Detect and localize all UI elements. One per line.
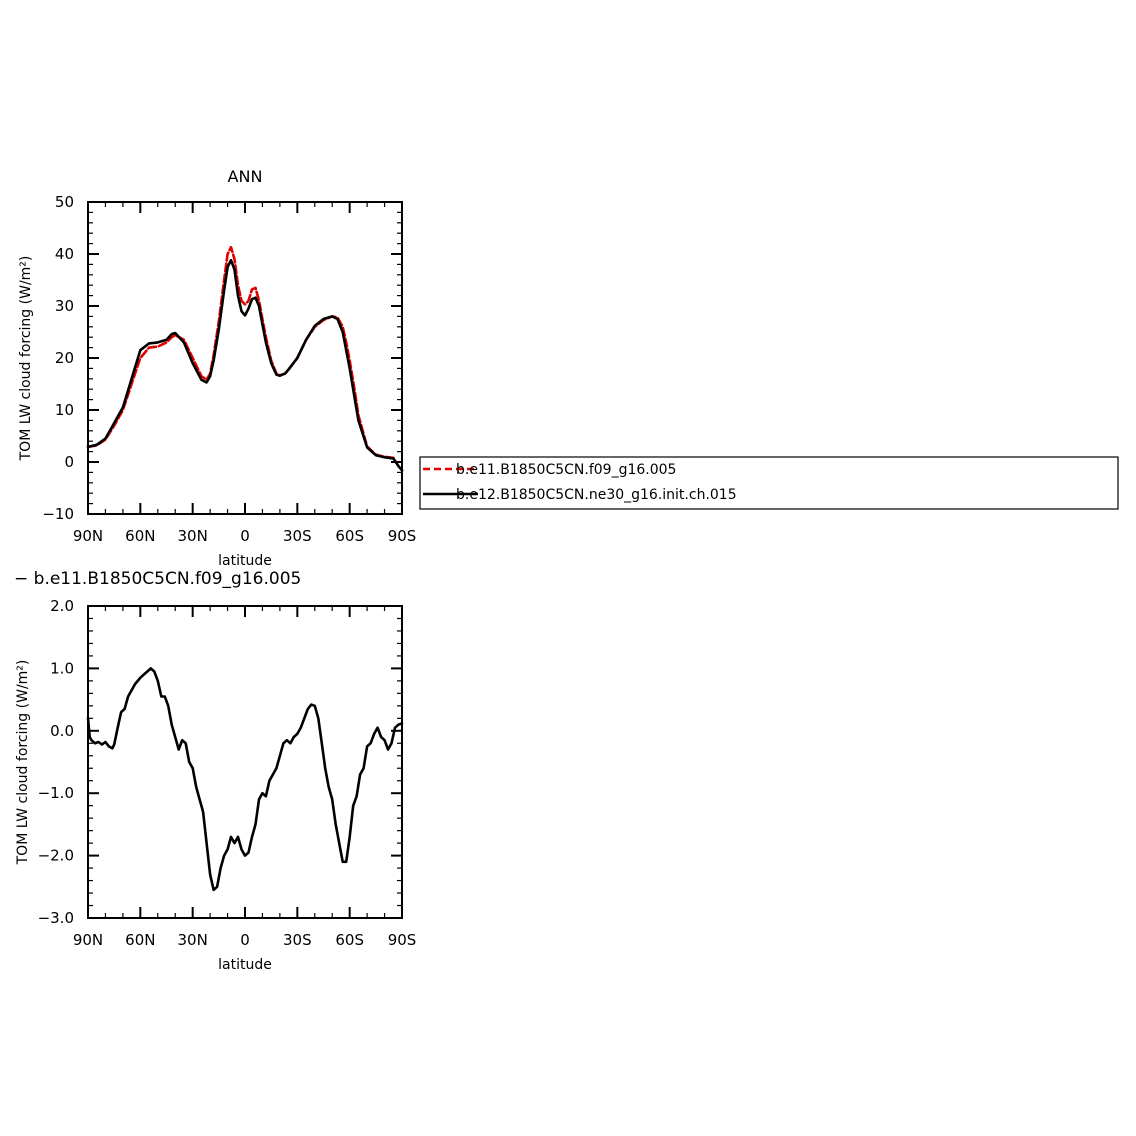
top-panel-x-axis: 90N 60N 30N 0 30S 60S 90S [73,202,416,545]
legend-box [419,456,1119,510]
top-panel-x-label: latitude [218,553,272,569]
top-panel-frame [87,201,403,515]
top-panel-title: ANN [228,167,263,186]
bottom-panel-series [86,667,404,892]
legend: b.e11.B1850C5CN.f09_g16.005 b.e12.B1850C… [419,456,1119,510]
top-x-tick-label: 60N [125,527,155,545]
bottom-x-tick-label: 0 [240,931,250,949]
legend-label-1: b.e12.B1850C5CN.ne30_g16.init.ch.015 [456,487,737,503]
top-y-tick-label: 30 [55,297,74,315]
top-panel: ANN 50 40 30 20 10 0 −10 90N 60N 30N 0 30S 60S 90S l… [18,167,416,569]
bottom-x-tick-label: 30S [283,931,312,949]
bottom-y-tick-label: 2.0 [50,597,74,615]
bottom-x-tick-label: 90S [388,931,417,949]
top-y-tick-label: 10 [55,401,74,419]
top-panel-y-label: TOM LW cloud forcing (W/m²) [18,256,34,462]
top-x-tick-label: 90N [73,527,103,545]
bottom-y-tick-label: −1.0 [38,784,74,802]
top-y-tick-label: −10 [42,505,74,523]
bottom-panel-frame [87,605,403,919]
bottom-panel-x-label: latitude [218,957,272,973]
top-y-tick-label: 20 [55,349,74,367]
bottom-panel-title: − b.e11.B1850C5CN.f09_g16.005 [14,569,301,589]
bottom-y-tick-label: 0.0 [50,722,74,740]
bottom-series-line-0 [86,667,404,892]
bottom-y-tick-label: −3.0 [38,909,74,927]
bottom-panel: − b.e11.B1850C5CN.f09_g16.005 2.0 1.0 0.0 −… [14,569,416,973]
top-x-tick-label: 30S [283,527,312,545]
top-x-tick-label: 30N [178,527,208,545]
bottom-x-tick-label: 90N [73,931,103,949]
top-x-tick-label: 60S [335,527,364,545]
top-panel-series [86,245,404,472]
bottom-y-tick-label: 1.0 [50,659,74,677]
bottom-y-tick-label: −2.0 [38,847,74,865]
bottom-panel-y-label: TOM LW cloud forcing (W/m²) [15,660,31,866]
bottom-x-tick-label: 30N [178,931,208,949]
legend-label-0: b.e11.B1850C5CN.f09_g16.005 [456,462,676,478]
bottom-x-tick-label: 60N [125,931,155,949]
top-x-tick-label: 0 [240,527,250,545]
bottom-panel-x-axis: 90N 60N 30N 0 30S 60S 90S [73,606,416,949]
bottom-x-tick-label: 60S [335,931,364,949]
top-series-line-1 [86,258,404,472]
top-x-tick-label: 90S [388,527,417,545]
top-y-tick-label: 40 [55,245,74,263]
top-y-tick-label: 0 [64,453,74,471]
top-y-tick-label: 50 [55,193,74,211]
top-series-line-0 [86,245,404,472]
